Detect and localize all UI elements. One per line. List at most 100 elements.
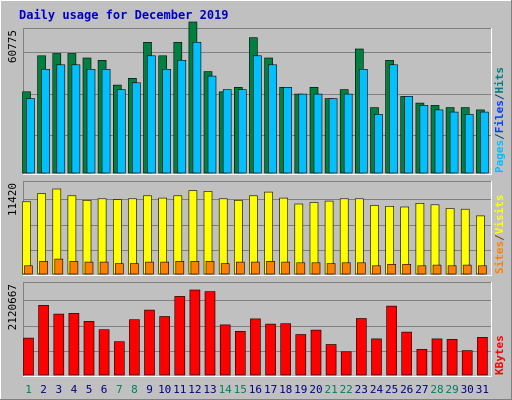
bar-sites-day-1	[24, 265, 33, 275]
bar-visits-day-31	[476, 215, 485, 275]
bar-visits-day-21	[324, 200, 334, 275]
bar-files-day-11	[177, 59, 187, 174]
bar-kbytes-day-14	[219, 324, 231, 376]
bar-visits-day-27	[415, 203, 425, 275]
x-tick-label-day-28: 28	[430, 383, 443, 396]
bar-sites-day-24	[372, 265, 381, 275]
x-tick-label-day-3: 3	[55, 383, 62, 396]
bar-files-day-29	[449, 111, 459, 174]
bar-sites-day-15	[236, 261, 245, 275]
bar-files-day-23	[358, 69, 368, 174]
bar-sites-day-19	[296, 262, 306, 275]
bar-sites-day-10	[160, 261, 169, 275]
bar-visits-day-30	[460, 208, 470, 275]
bar-visits-day-28	[430, 204, 440, 275]
bar-visits-day-8	[128, 198, 137, 275]
bar-kbytes-day-25	[386, 305, 397, 376]
x-tick-label-day-4: 4	[71, 383, 78, 396]
panel-kbytes: 2120667 KBytes	[6, 282, 506, 377]
bar-kbytes-day-30	[461, 350, 473, 376]
bar-files-day-9	[147, 55, 156, 174]
bar-kbytes-day-12	[189, 289, 201, 376]
bar-kbytes-day-7	[114, 341, 125, 376]
bar-sites-day-14	[220, 263, 230, 275]
x-tick-label-day-8: 8	[131, 383, 138, 396]
bar-kbytes-day-3	[53, 313, 65, 376]
bar-kbytes-day-9	[144, 309, 155, 376]
legend-entry: /	[493, 234, 506, 241]
bar-files-day-3	[56, 64, 66, 174]
bar-files-day-26	[404, 96, 414, 174]
bar-files-day-18	[283, 87, 293, 174]
x-tick-label-day-7: 7	[116, 383, 123, 396]
legend-entry: KBytes	[493, 335, 506, 375]
x-tick-label-day-12: 12	[188, 383, 201, 396]
bar-sites-day-13	[205, 260, 215, 275]
legend-label: Pages/Files/Hits	[493, 67, 506, 173]
bar-kbytes-day-21	[325, 344, 337, 376]
y-max-label: 60775	[6, 30, 19, 63]
x-tick-label-day-24: 24	[370, 383, 384, 396]
bar-sites-day-22	[341, 262, 351, 275]
x-tick-label-day-27: 27	[415, 383, 428, 396]
bar-kbytes-day-26	[401, 331, 413, 376]
bar-kbytes-day-13	[204, 291, 216, 376]
bar-files-day-19	[298, 93, 308, 174]
bar-sites-day-23	[356, 262, 366, 275]
bar-kbytes-day-8	[129, 319, 140, 376]
bar-files-day-21	[328, 98, 338, 174]
bar-kbytes-day-22	[340, 351, 352, 376]
bar-files-day-27	[419, 105, 429, 174]
bar-files-day-24	[374, 114, 383, 174]
bar-sites-day-5	[84, 261, 94, 275]
legend-entry: Hits	[493, 67, 506, 94]
bar-sites-day-4	[69, 260, 79, 275]
bar-visits-day-24	[370, 205, 379, 275]
bar-visits-day-29	[445, 208, 455, 275]
bar-kbytes-day-5	[83, 320, 95, 376]
bar-files-day-1	[26, 98, 35, 174]
x-tick-label-day-9: 9	[146, 383, 153, 396]
bar-sites-day-7	[115, 263, 124, 275]
bar-sites-day-16	[251, 261, 260, 275]
legend-entry: /	[493, 93, 506, 100]
bar-files-day-5	[86, 69, 96, 174]
bar-files-day-17	[268, 64, 277, 174]
bar-kbytes-day-15	[235, 330, 246, 376]
x-tick-label-day-5: 5	[86, 383, 93, 396]
y-max-label: 11420	[6, 183, 19, 216]
bar-sites-day-28	[432, 264, 442, 275]
x-tick-label-day-31: 31	[476, 383, 489, 396]
bar-kbytes-day-17	[265, 323, 276, 376]
bar-kbytes-day-6	[98, 329, 110, 376]
bar-files-day-28	[434, 109, 444, 174]
bar-kbytes-day-10	[159, 316, 170, 376]
bar-sites-day-6	[99, 261, 109, 275]
bar-sites-day-27	[417, 265, 427, 275]
bar-kbytes-day-16	[250, 318, 261, 376]
x-tick-label-day-14: 14	[219, 383, 233, 396]
bar-visits-day-14	[218, 198, 228, 275]
bar-files-day-16	[253, 55, 262, 174]
bar-sites-day-9	[145, 261, 154, 275]
legend-entry: Pages	[493, 140, 506, 173]
bar-kbytes-day-1	[23, 337, 34, 376]
bar-files-day-13	[207, 75, 217, 174]
bar-sites-day-17	[266, 260, 275, 275]
bar-kbytes-day-2	[38, 304, 49, 376]
legend-entry: Visits	[493, 195, 506, 235]
bar-files-day-8	[132, 82, 141, 174]
bar-visits-day-1	[22, 201, 31, 275]
bar-kbytes-day-18	[280, 323, 292, 376]
bar-visits-day-7	[113, 199, 122, 275]
bar-kbytes-day-19	[295, 334, 307, 376]
y-max-label: 2120667	[6, 284, 19, 330]
legend-label: Sites/Visits	[493, 195, 506, 275]
panel-visits: 11420 Sites/Visits	[6, 181, 506, 276]
bar-sites-day-25	[387, 263, 396, 275]
x-tick-label-day-25: 25	[385, 383, 398, 396]
bar-files-day-22	[343, 93, 353, 174]
legend-entry: /	[493, 133, 506, 140]
legend-entry: Files	[493, 100, 506, 133]
